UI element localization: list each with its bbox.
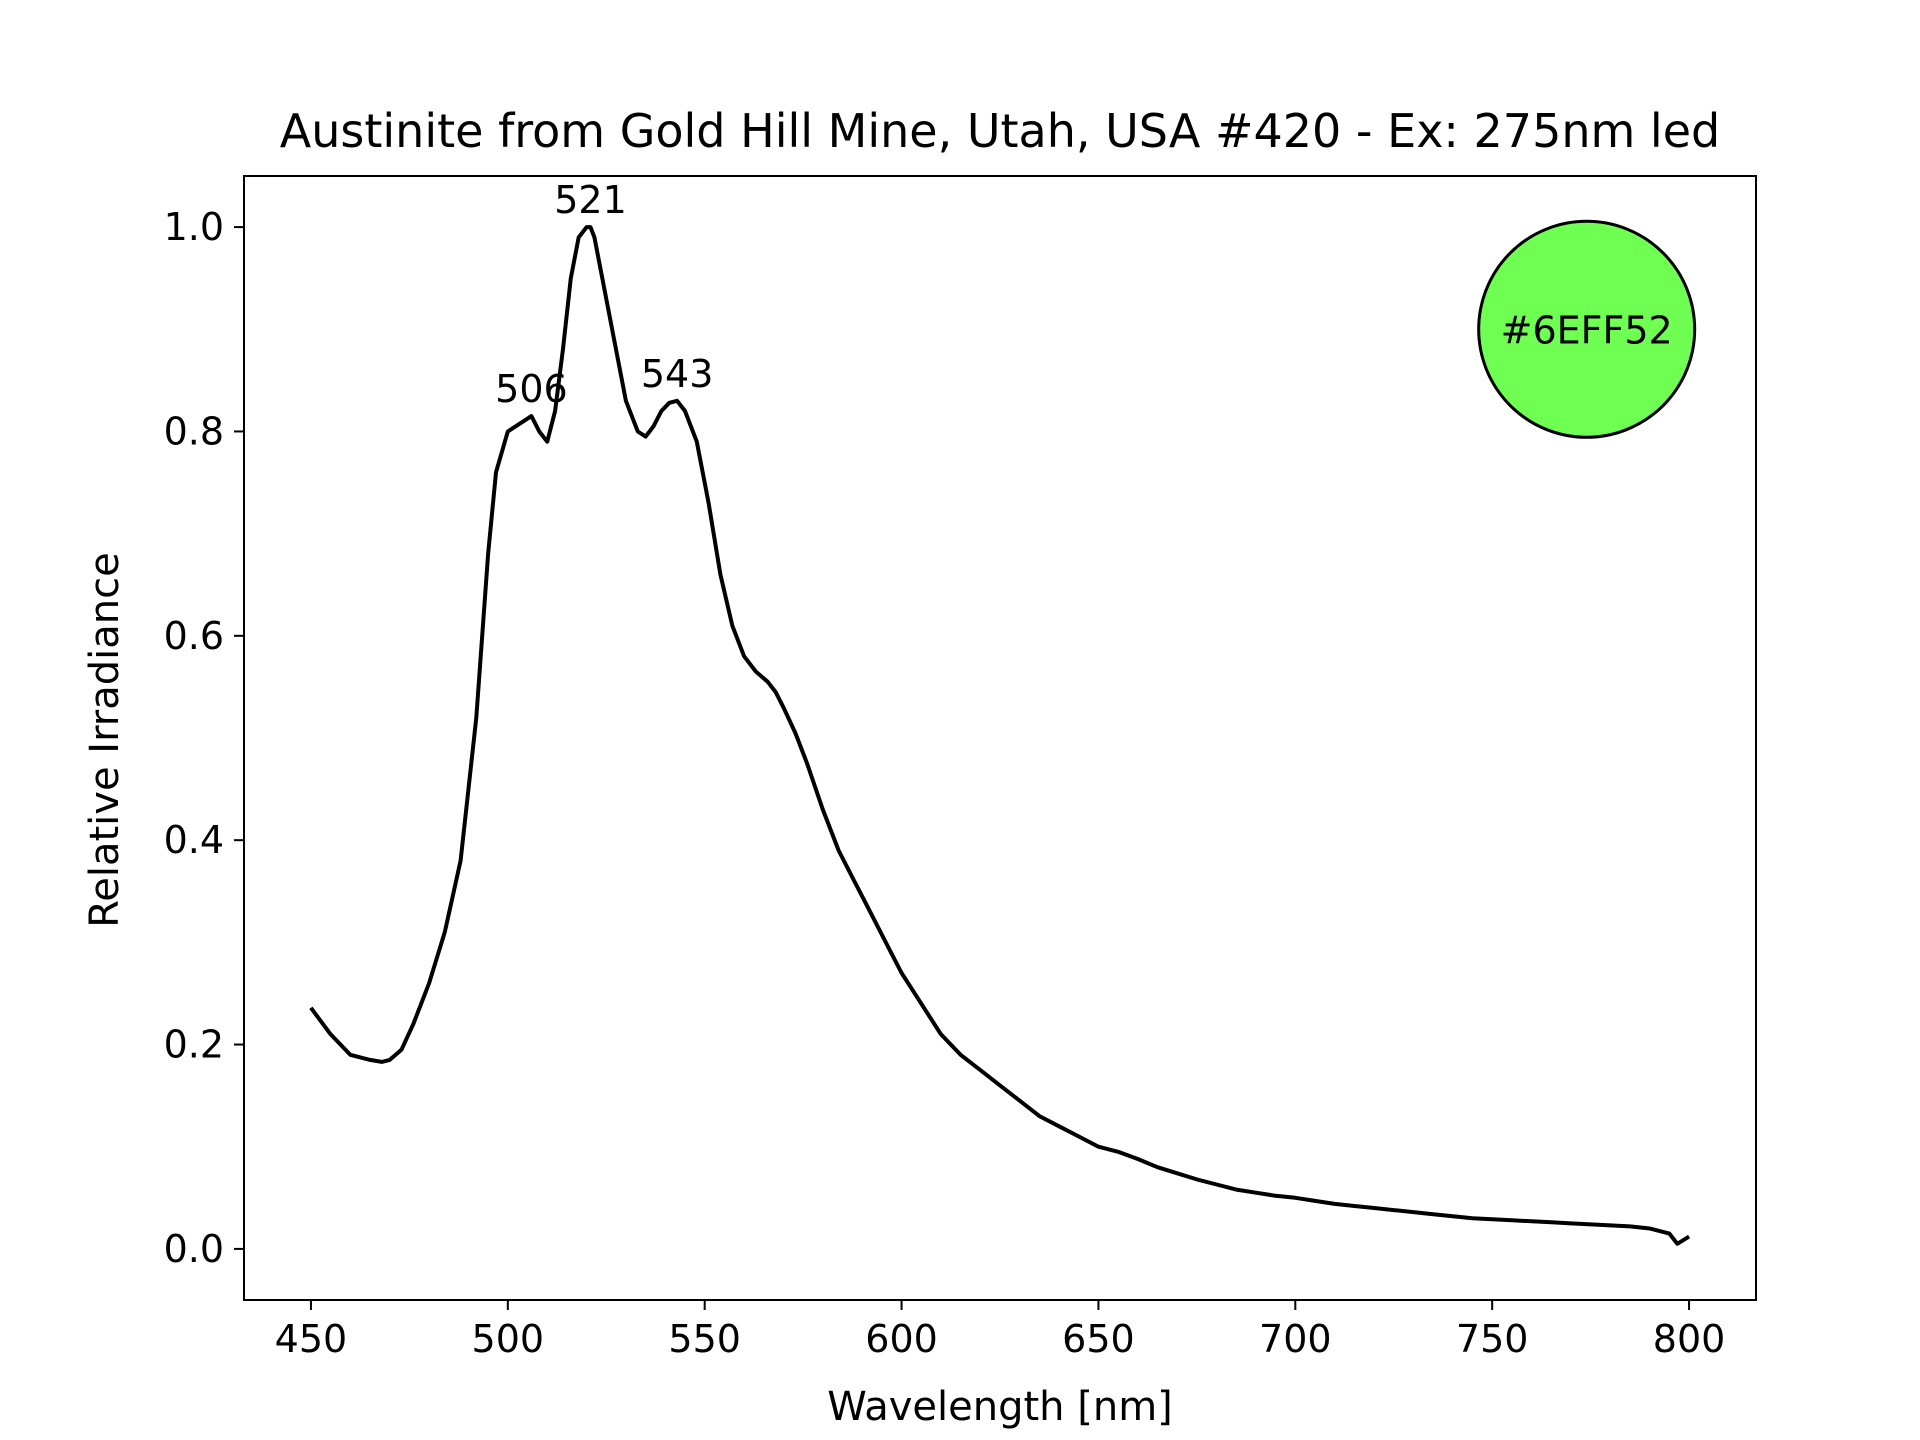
- y-tick-label: 0.0: [164, 1227, 224, 1271]
- x-tick-label: 750: [1456, 1317, 1529, 1361]
- x-tick-label: 650: [1062, 1317, 1135, 1361]
- x-axis-ticks: 450 500 550 600 650 700 750 800: [275, 1300, 1726, 1361]
- color-swatch: #6EFF52: [1477, 219, 1697, 439]
- y-tick-label: 0.2: [164, 1023, 224, 1067]
- peak-annotations: 506 521 543: [495, 178, 713, 411]
- peak-label: 543: [641, 352, 714, 396]
- plot-frame: [243, 175, 1757, 1301]
- x-tick-label: 450: [275, 1317, 348, 1361]
- color-swatch-label: #6EFF52: [1501, 308, 1673, 352]
- y-tick-label: 0.6: [164, 614, 224, 658]
- x-tick-label: 600: [865, 1317, 938, 1361]
- x-tick-label: 800: [1653, 1317, 1726, 1361]
- chart-title: Austinite from Gold Hill Mine, Utah, USA…: [280, 104, 1720, 158]
- y-tick-label: 0.4: [164, 818, 224, 862]
- peak-label: 521: [554, 178, 627, 222]
- y-tick-label: 1.0: [164, 205, 224, 249]
- color-swatch-circle: [1477, 219, 1697, 439]
- peak-label: 506: [495, 367, 568, 411]
- spectrum-line: [309, 225, 1691, 1246]
- plot-area: 450 500 550 600 650 700 750 800 0.0 0.2 0.4 0.6 0.8…: [164, 175, 1757, 1361]
- x-tick-label: 550: [668, 1317, 741, 1361]
- y-axis-ticks: 0.0 0.2 0.4 0.6 0.8 1.0: [164, 205, 244, 1271]
- x-axis-label: Wavelength [nm]: [827, 1384, 1173, 1430]
- y-axis-label: Relative Irradiance: [82, 552, 128, 928]
- x-tick-label: 700: [1259, 1317, 1332, 1361]
- y-tick-label: 0.8: [164, 409, 224, 453]
- x-tick-label: 500: [472, 1317, 545, 1361]
